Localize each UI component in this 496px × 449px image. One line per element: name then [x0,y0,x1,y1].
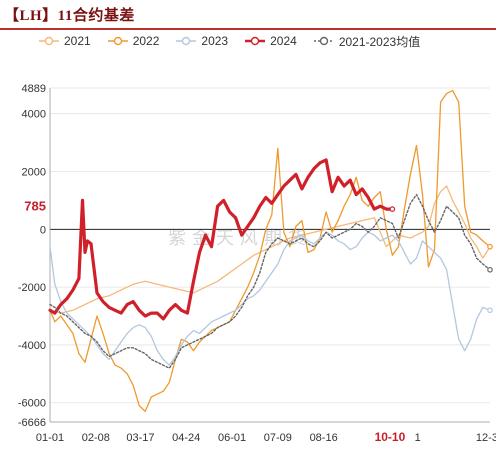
x-tick-label: 02-08 [82,432,110,444]
series-line-2023 [49,231,491,366]
x-tick-label: 01-01 [36,432,64,444]
legend-label: 2021 [64,34,91,48]
legend-swatch [39,36,59,46]
x-tick-label: 10-10 [375,430,406,444]
series-line-2021 [49,185,491,314]
title-divider [0,28,496,30]
legend-item-2024[interactable]: 2024 [244,34,297,48]
y-tick-label: -6000 [18,398,46,410]
series-end-point-2024 [389,206,396,212]
x-tick-label: 04-24 [172,432,200,444]
legend-item-2021-2023均值[interactable]: 2021-2023均值 [313,33,420,50]
y-tick-label: 4889 [22,83,46,95]
chart-title: 【LH】11合约基差 [4,8,135,24]
x-tick-label: 1 [415,432,421,444]
legend-label: 2023 [201,34,229,48]
x-tick-label: 12-31 [476,432,496,444]
legend-swatch [176,36,197,46]
x-tick-label: 07-09 [264,432,292,444]
series-end-point-2022 [487,243,493,250]
legend-label: 2022 [132,34,160,48]
x-tick-label: 03-17 [126,432,154,444]
legend: 2021 2022 2023 2024 2021-2023均值 [38,32,436,50]
series-line-2024 [48,158,394,321]
legend-label: 2021-2023均值 [338,34,421,49]
x-tick-label: 06-01 [218,432,246,444]
y-tick-label: 785 [24,199,46,214]
legend-item-2021[interactable]: 2021 [38,34,91,48]
x-tick-label: 08-16 [310,432,338,444]
series-end-point-2023 [487,307,493,314]
y-tick-label: 4000 [22,109,46,121]
y-tick-label: 2000 [22,167,46,179]
y-tick-label: -2000 [18,282,46,294]
legend-swatch [245,36,266,46]
legend-item-2023[interactable]: 2023 [175,34,228,48]
y-tick-label: -4000 [18,340,46,352]
series-line-2022 [49,89,491,413]
series-line-2021-2023均值 [49,193,491,369]
y-tick-label: -6666 [18,417,46,429]
legend-item-2022[interactable]: 2022 [107,34,160,48]
legend-swatch [107,36,128,46]
legend-label: 2024 [270,34,297,48]
series-end-point-2021-2023均值 [487,266,493,273]
legend-swatch [313,36,334,46]
y-tick-label: 0 [40,224,46,236]
